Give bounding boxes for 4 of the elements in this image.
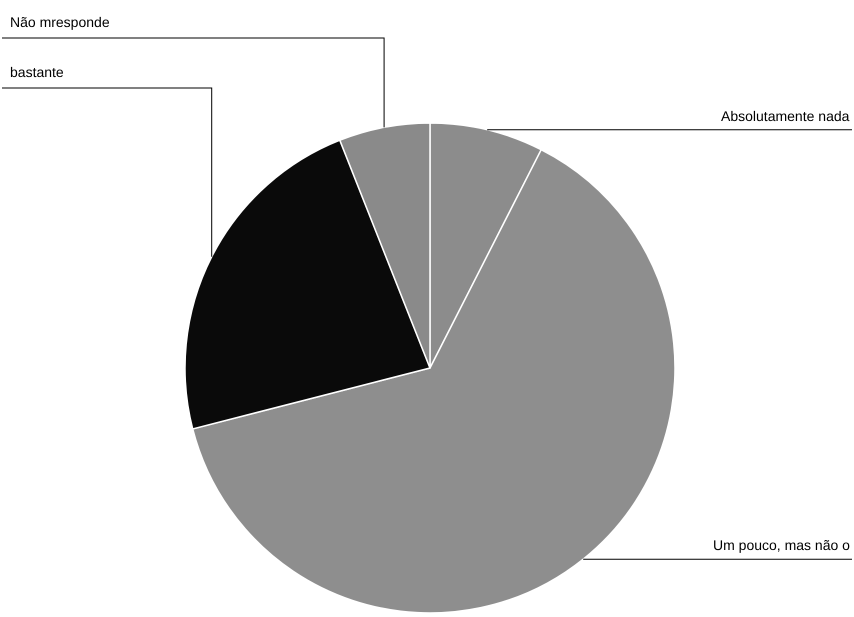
slice-label: Um pouco, mas não o xyxy=(713,537,850,553)
slice-label: Absolutamente nada xyxy=(721,108,850,124)
slice-label: Não mresponde xyxy=(10,14,110,30)
slice-label: bastante xyxy=(10,64,64,80)
